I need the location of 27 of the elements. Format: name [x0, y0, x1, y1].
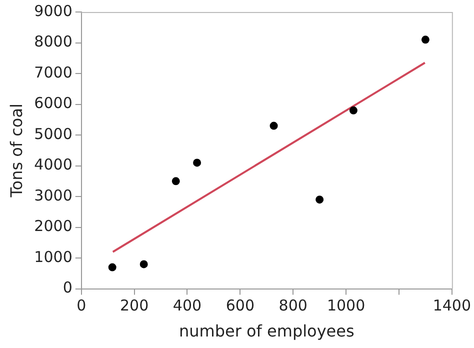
x-tick-label: 400 [172, 296, 202, 315]
x-tick-label: 1400 [432, 296, 472, 315]
point [193, 158, 202, 167]
y-tick-label: 4000 [34, 156, 72, 174]
y-tick-label: 3000 [34, 186, 72, 204]
point [316, 196, 324, 204]
x-tick-label: 600 [226, 296, 254, 315]
point [421, 36, 430, 44]
x-tick-label: 800 [278, 296, 308, 315]
y-tick-label: 1000 [34, 248, 72, 266]
point [172, 177, 180, 186]
point [270, 122, 278, 130]
point [349, 106, 358, 114]
y-axis-title: Tons of coal [6, 104, 26, 198]
point [108, 263, 116, 272]
x-tick-label: 200 [120, 296, 149, 315]
y-tick-label: 2000 [34, 217, 72, 236]
y-tick-label: 9000 [34, 2, 72, 20]
point [140, 260, 148, 268]
y-tick-label: 0 [62, 278, 72, 297]
x-tick-label: 0 [76, 296, 86, 315]
x-axis-title: number of employees [178, 322, 354, 341]
y-tick-label: 7000 [34, 63, 72, 82]
y-tick-label: 8000 [34, 32, 72, 51]
y-tick-label: 5000 [34, 124, 72, 143]
x-tick-label: 1000 [326, 296, 366, 315]
y-tick-label: 6000 [34, 94, 72, 112]
